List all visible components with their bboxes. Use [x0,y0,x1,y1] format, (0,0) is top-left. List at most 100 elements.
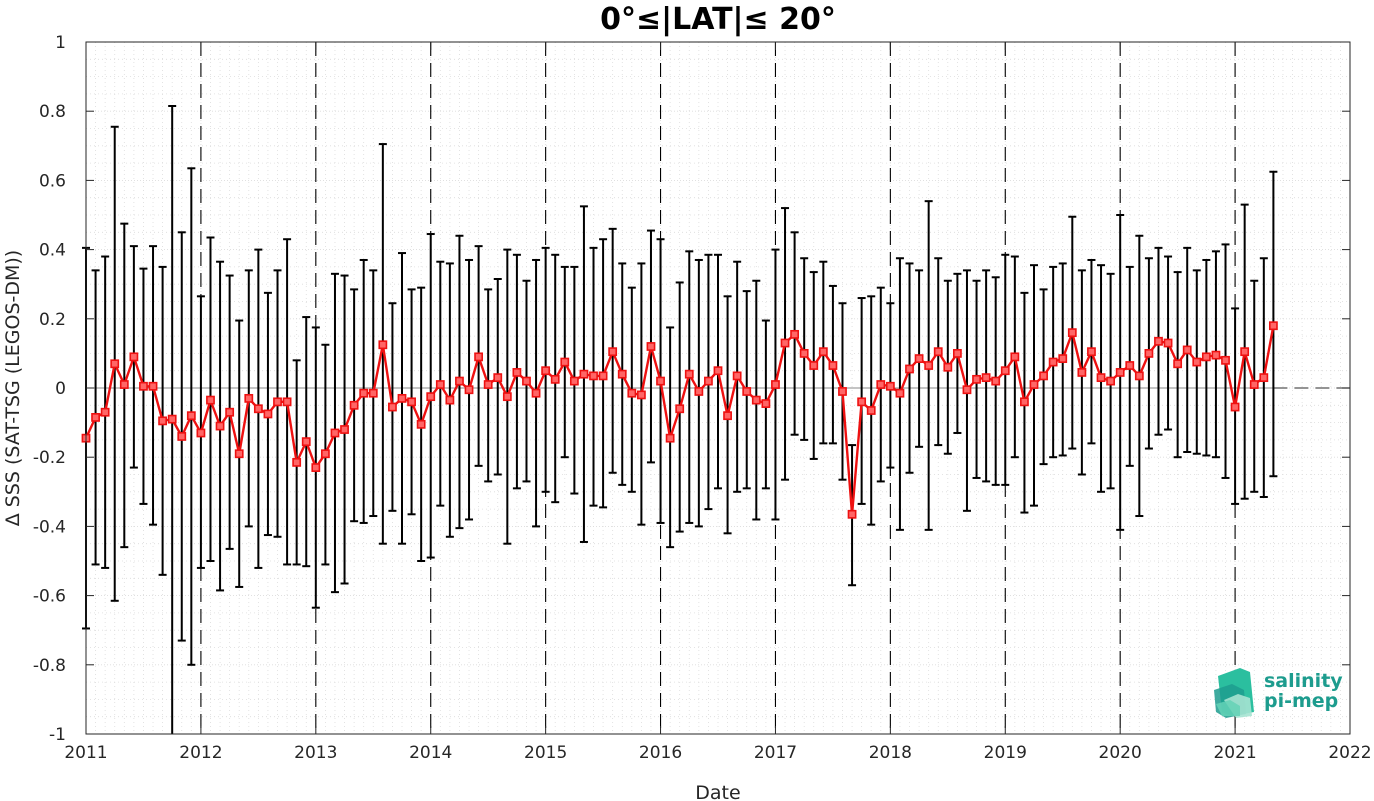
data-point [196,428,206,438]
x-tick-label: 2021 [1213,743,1256,763]
data-point [368,388,378,398]
salinity-pi-mep-logo: salinity pi-mep [1214,668,1343,718]
data-point [924,361,934,370]
data-point [972,374,981,384]
data-point [905,364,914,374]
data-point [340,425,349,434]
logo-line-2: pi-mep [1264,690,1338,712]
y-axis-label: Δ SSS (SAT-TSG (LEGOS-DM)) [2,250,24,526]
data-point [100,407,110,417]
data-point [771,380,780,389]
x-tick-label: 2013 [294,743,337,763]
data-point [320,449,330,459]
data-point [91,413,100,422]
x-tick-label: 2011 [64,743,107,763]
data-point [263,409,273,419]
data-point [234,449,244,459]
axis-ticks [85,41,1351,735]
data-point [675,404,685,414]
x-axis-label: Date [695,782,740,801]
data-point [1221,355,1230,365]
data-point [1077,368,1087,377]
series-markers [81,321,1278,519]
data-point [723,411,732,421]
data-point [627,388,637,398]
data-point [445,395,455,405]
data-point [790,329,800,339]
data-point [292,457,302,467]
data-point [148,381,158,391]
data-point [512,368,522,377]
data-point [359,388,369,398]
minor-grid [86,42,1350,734]
data-point [330,428,340,438]
data-point [646,342,656,351]
data-point [780,338,790,348]
data-point [1163,338,1173,348]
data-point [435,380,445,389]
data-point [885,381,895,391]
data-point [177,432,187,441]
data-point [895,388,905,398]
y-tick-label: 1 [55,33,66,53]
y-tick-label: 0.8 [39,102,66,122]
data-point [139,381,148,391]
data-point [818,347,828,357]
data-point [962,385,972,395]
data-point [684,369,694,379]
data-point [569,376,579,386]
x-tick-label: 2022 [1328,743,1371,763]
x-tick-labels: 2011 2012 2013 2014 2015 2016 2017 2018 2019 2020… [64,743,1371,763]
x-tick-label: 2020 [1099,743,1142,763]
data-point [704,376,713,386]
data-point [1144,348,1154,358]
data-point [522,376,531,386]
data-point [541,366,551,376]
x-tick-label: 2017 [754,743,797,763]
y-tick-label: 0.6 [39,171,66,191]
data-point [349,400,359,410]
data-point [119,380,129,389]
data-point [952,348,962,358]
data-point [589,371,598,381]
data-point [1048,357,1058,367]
data-point [388,402,397,412]
data-point [943,362,953,372]
data-point [1115,368,1125,377]
data-point [253,404,263,414]
data-point [110,359,120,369]
data-point [1000,366,1010,376]
data-point [1067,328,1077,338]
data-point [694,387,704,396]
data-point [158,416,168,426]
data-point [397,393,407,403]
data-point [742,387,752,396]
data-point [828,361,838,370]
data-point [225,407,235,417]
data-point [1240,347,1250,357]
data-point [1125,361,1135,370]
data-point [1010,352,1020,362]
x-tick-label: 2014 [409,743,452,763]
data-point [809,361,819,370]
data-point [713,366,723,376]
data-point [1029,380,1039,389]
data-point [991,376,1001,386]
data-point [1259,373,1269,383]
data-point [244,393,254,403]
data-point [1087,347,1096,357]
x-tick-label: 2012 [179,743,222,763]
data-point [656,376,665,386]
data-point [502,392,512,402]
data-point [608,347,618,357]
data-point [838,387,847,396]
data-point [1096,373,1106,383]
chart-title: 0°≤|LAT|≤ 20° [600,2,836,37]
data-point [847,509,857,519]
data-point [474,352,484,362]
data-point [732,371,742,381]
data-point [761,399,771,408]
data-point [1134,371,1144,381]
data-point [876,380,886,389]
data-point [1192,357,1202,367]
